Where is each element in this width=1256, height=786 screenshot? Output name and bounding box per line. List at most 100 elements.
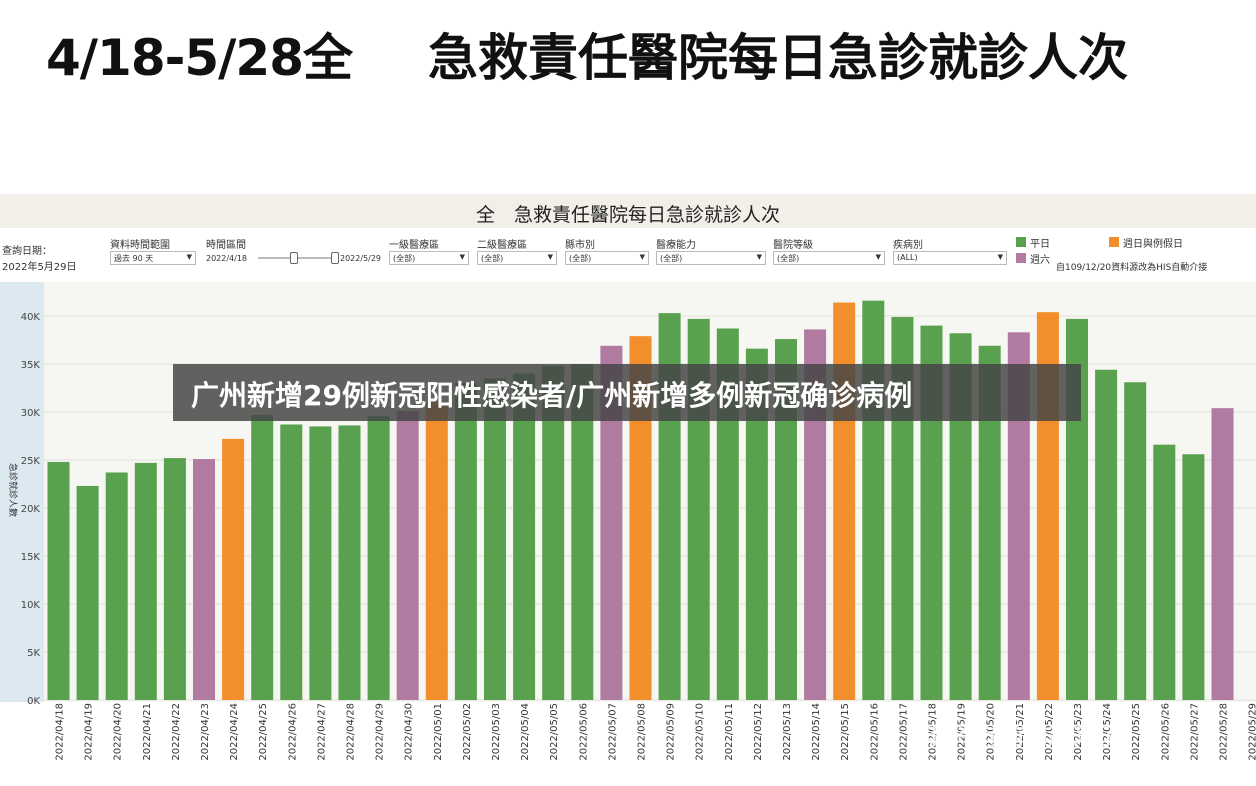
bar[interactable] <box>745 348 768 700</box>
range-end: 2022/5/29 <box>340 254 382 263</box>
query-date-label: 查詢日期： <box>2 246 52 257</box>
headline-overlay: 广州新增29例新冠阳性感染者/广州新增多例新冠确诊病例 <box>173 364 1081 421</box>
filter-select-range[interactable]: 過去 90 天 ▼ <box>110 251 196 265</box>
bar[interactable] <box>193 459 215 700</box>
x-tick-label: 2022/05/09 <box>666 703 677 761</box>
bar[interactable] <box>629 336 652 700</box>
dashboard-header: 全 急救責任醫院每日急診就診人次 <box>0 194 1256 228</box>
bar[interactable] <box>1153 444 1176 700</box>
bar[interactable] <box>513 373 536 700</box>
x-ticks: 2022/04/18 2022/04/19 2022/04/20 2022/04/21… <box>55 703 1256 761</box>
x-tick-label: 2022/05/03 <box>491 703 502 761</box>
dropdown-arrow-icon: ▼ <box>756 253 762 261</box>
bar[interactable] <box>978 345 1001 700</box>
bar[interactable] <box>804 329 827 700</box>
bar[interactable] <box>775 339 797 700</box>
bar[interactable] <box>338 425 361 700</box>
bar[interactable] <box>76 485 99 700</box>
bar[interactable] <box>425 402 448 700</box>
y-tick-label: 40K <box>21 312 41 323</box>
bar[interactable] <box>396 411 419 700</box>
filter-value: (全部) <box>393 254 416 263</box>
x-tick-label: 2022/05/14 <box>811 703 822 761</box>
y-tick-label: 10K <box>21 600 41 611</box>
bar[interactable] <box>134 462 157 700</box>
bar[interactable] <box>484 378 506 700</box>
x-tick-label: 2022/05/28 <box>1219 703 1230 761</box>
x-tick-label: 2022/04/25 <box>258 703 269 761</box>
legend-label-holiday: 週日與例假日 <box>1123 239 1183 250</box>
watermark: 知乎 @前用起来了 <box>920 722 1121 750</box>
bar[interactable] <box>251 414 274 700</box>
x-tick-label: 2022/04/30 <box>404 703 415 761</box>
bar[interactable] <box>309 426 332 700</box>
y-tick-label: 35K <box>21 360 41 371</box>
x-tick-label: 2022/04/23 <box>200 703 211 761</box>
dropdown-arrow-icon: ▼ <box>459 253 465 261</box>
x-tick-label: 2022/05/13 <box>782 703 793 761</box>
bar[interactable] <box>222 438 245 700</box>
x-tick-label: 2022/05/01 <box>433 703 444 761</box>
y-tick-label: 30K <box>21 408 41 419</box>
x-tick-label: 2022/05/22 <box>1044 703 1055 761</box>
bar[interactable] <box>1124 382 1147 700</box>
bar[interactable] <box>833 302 856 700</box>
y-tick-label: 20K <box>21 504 41 515</box>
bar[interactable] <box>105 472 128 700</box>
filter-select-county[interactable]: (全部) ▼ <box>565 251 649 265</box>
bar[interactable] <box>600 345 623 700</box>
filter-label-region1: 一級醫療區 <box>389 240 439 251</box>
bar[interactable] <box>949 333 972 700</box>
filter-select-capability[interactable]: (全部) ▼ <box>656 251 766 265</box>
bar[interactable] <box>542 365 565 700</box>
x-tick-label: 2022/05/04 <box>520 703 531 761</box>
bar[interactable] <box>1211 408 1234 700</box>
legend-swatch-saturday <box>1016 253 1026 263</box>
bar[interactable] <box>454 383 477 700</box>
bar[interactable] <box>163 458 186 700</box>
x-tick-label: 2022/05/16 <box>869 703 880 761</box>
x-tick-label: 2022/05/12 <box>753 703 764 761</box>
x-tick-label: 2022/05/21 <box>1015 703 1026 761</box>
y-tick-label: 5K <box>27 648 40 659</box>
range-slider-handle-start[interactable] <box>290 252 298 264</box>
filter-value: (全部) <box>777 254 800 263</box>
filter-select-level[interactable]: (全部) ▼ <box>773 251 885 265</box>
filter-label-capability: 醫療能力 <box>656 240 696 251</box>
legend-label-saturday: 週六 <box>1030 255 1050 266</box>
date-range-title: 4/18-5/28全 <box>46 29 353 87</box>
filter-select-region1[interactable]: (全部) ▼ <box>389 251 469 265</box>
bar[interactable] <box>1182 454 1205 700</box>
filter-label-level: 醫院等級 <box>773 240 813 251</box>
x-tick-label: 2022/05/20 <box>986 703 997 761</box>
x-tick-label: 2022/05/11 <box>724 703 735 761</box>
filter-select-disease[interactable]: (ALL) ▼ <box>893 251 1007 265</box>
bar[interactable] <box>1095 369 1118 700</box>
dropdown-arrow-icon: ▼ <box>875 253 881 261</box>
x-tick-label: 2022/04/26 <box>287 703 298 761</box>
filter-value: (ALL) <box>897 253 918 262</box>
range-slider-handle-end[interactable] <box>331 252 339 264</box>
x-tick-label: 2022/04/22 <box>171 703 182 761</box>
data-source-note: 自109/12/20資料源改為HIS自動介接 <box>1056 263 1208 273</box>
bar[interactable] <box>1007 332 1030 700</box>
y-tick-label: 25K <box>21 456 41 467</box>
filter-select-region2[interactable]: (全部) ▼ <box>477 251 557 265</box>
bar[interactable] <box>571 364 594 700</box>
filter-label-range: 資料時間範圍 <box>110 240 170 251</box>
y-axis-band <box>0 282 44 702</box>
x-tick-label: 2022/05/24 <box>1102 703 1113 761</box>
filter-label-county: 縣市別 <box>565 240 595 251</box>
x-tick-label: 2022/04/21 <box>142 703 153 761</box>
bar[interactable] <box>862 300 885 700</box>
bar[interactable] <box>280 424 303 700</box>
dropdown-arrow-icon: ▼ <box>997 253 1003 261</box>
bar[interactable] <box>716 328 739 700</box>
bar[interactable] <box>367 415 390 700</box>
x-tick-label: 2022/05/26 <box>1160 703 1171 761</box>
bar[interactable] <box>47 461 70 700</box>
filter-value: (全部) <box>660 254 683 263</box>
x-tick-label: 2022/05/27 <box>1189 703 1200 761</box>
x-tick-label: 2022/04/27 <box>316 703 327 761</box>
y-ticks: 0K 5K 10K 15K 20K 25K 30K 35K 40K <box>21 312 41 707</box>
